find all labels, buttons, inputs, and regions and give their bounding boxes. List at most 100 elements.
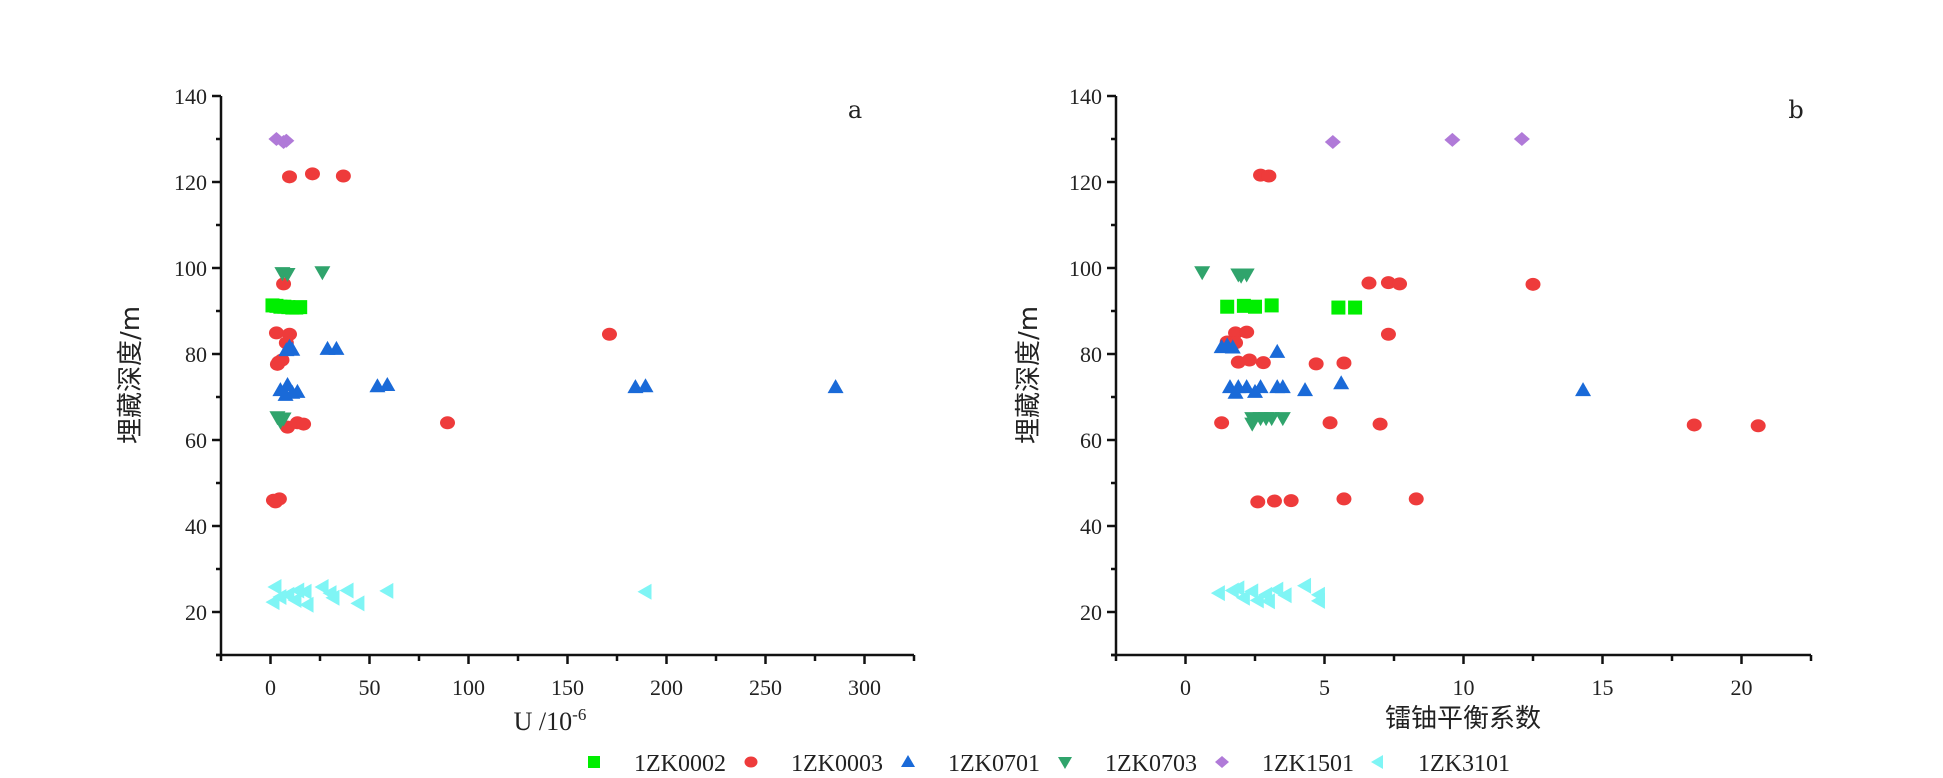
panel-a-x-tick-label: 200 (650, 675, 683, 700)
panel-b-points (1194, 132, 1766, 610)
data-point-1ZK0003 (1380, 276, 1396, 290)
data-point-1ZK3101 (339, 582, 354, 599)
data-point-1ZK0701 (1227, 384, 1244, 399)
legend-item-1ZK0002: 1ZK0002 (588, 751, 726, 777)
panel-a-y-tick-label: 20 (185, 600, 207, 625)
data-point-1ZK0003 (296, 417, 312, 431)
data-point-1ZK0003 (1322, 416, 1338, 430)
panel-b-series-1ZK0003 (1214, 168, 1766, 509)
data-point-1ZK0003 (601, 327, 617, 341)
legend-item-1ZK0703: 1ZK0703 (1058, 751, 1197, 777)
data-point-1ZK3101 (1235, 589, 1250, 606)
panel-b-x-tick-label: 10 (1453, 675, 1475, 700)
panel-b-y-tick-label: 120 (1069, 170, 1102, 195)
data-point-1ZK0003 (1336, 356, 1352, 370)
data-point-1ZK0003 (1361, 276, 1377, 290)
panel-b-y-tick-label: 100 (1069, 256, 1102, 281)
legend-label: 1ZK0701 (948, 751, 1040, 777)
data-point-1ZK0701 (284, 384, 301, 399)
panel-a-x-axis-title: U /10-6 (514, 705, 587, 736)
data-point-1ZK0002 (293, 300, 308, 315)
data-point-1ZK0002 (1348, 300, 1363, 315)
panel-a-y-tick-label: 60 (185, 428, 207, 453)
data-point-1ZK0003 (282, 170, 298, 184)
panel-b-series-1ZK0002 (1220, 298, 1363, 315)
data-point-1ZK0703 (1244, 417, 1261, 432)
data-point-1ZK3101 (297, 583, 312, 600)
data-point-1ZK3101 (272, 588, 287, 605)
data-point-1ZK0701 (637, 378, 654, 393)
legend-marker-triangle-up-icon (901, 755, 915, 767)
data-point-1ZK0003 (1239, 325, 1255, 339)
data-point-1ZK3101 (1297, 577, 1312, 594)
data-point-1ZK3101 (1260, 593, 1275, 610)
legend-label: 1ZK0703 (1105, 751, 1197, 777)
panel-b-x-tick-label: 15 (1592, 675, 1614, 700)
legend-item-1ZK1501: 1ZK1501 (1215, 751, 1354, 777)
data-point-1ZK0003 (1255, 356, 1271, 370)
data-point-1ZK3101 (290, 582, 305, 599)
data-point-1ZK0003 (1266, 494, 1282, 508)
panel-a-y-tick-label: 140 (174, 84, 207, 109)
data-point-1ZK0003 (268, 326, 284, 340)
data-point-1ZK3101 (1269, 581, 1284, 598)
panel-a-series-1ZK0701 (272, 338, 844, 401)
data-point-1ZK0003 (1228, 326, 1244, 340)
data-point-1ZK3101 (267, 579, 282, 596)
data-point-1ZK0002 (1264, 298, 1279, 313)
panel-a-x-tick-label: 150 (551, 675, 584, 700)
data-point-1ZK0003 (1250, 495, 1266, 509)
legend-marker-circle-icon (744, 756, 758, 768)
panel-b-series-1ZK3101 (1210, 577, 1325, 610)
data-point-1ZK0002 (1331, 300, 1346, 315)
data-point-1ZK0003 (1261, 169, 1277, 183)
panel-b-y-tick-label: 40 (1080, 514, 1102, 539)
data-point-1ZK3101 (1249, 592, 1264, 609)
panel-b-y-tick-label: 80 (1080, 342, 1102, 367)
data-point-1ZK3101 (1230, 580, 1245, 597)
data-point-1ZK0701 (1238, 379, 1255, 394)
panel-a-x-axis-title-main: U /10 (514, 707, 573, 736)
panel-a-series-1ZK0703 (269, 266, 331, 430)
legend: 1ZK0002 1ZK0003 1ZK0701 1ZK0703 1ZK1501 1ZK31… (588, 751, 1510, 777)
panel-b-y-tick-label: 140 (1069, 84, 1102, 109)
data-point-1ZK3101 (325, 589, 340, 606)
panel-a-series-1ZK1501 (268, 132, 295, 150)
data-point-1ZK0701 (278, 342, 295, 357)
data-point-1ZK0003 (1308, 357, 1324, 371)
panel-a-series-1ZK0003 (265, 167, 617, 509)
data-point-1ZK0703 (1274, 412, 1291, 427)
data-point-1ZK1501 (278, 133, 295, 148)
data-point-1ZK0703 (1233, 269, 1250, 284)
panel-a-points (265, 132, 844, 613)
data-point-1ZK1501 (1513, 132, 1530, 146)
data-point-1ZK0003 (1336, 492, 1352, 506)
panel-b-x-axis-title: 镭铀平衡系数 (1385, 704, 1541, 734)
panel-b-axes: 20 40 60 80 100 120 140 0 5 10 15 20 (1069, 84, 1813, 700)
panel-a-series-1ZK3101 (265, 579, 652, 613)
data-point-1ZK1501 (1444, 132, 1461, 147)
legend-item-1ZK0003: 1ZK0003 (744, 751, 883, 777)
data-point-1ZK0701 (1224, 339, 1241, 354)
data-point-1ZK0703 (1263, 412, 1280, 427)
data-point-1ZK0701 (1575, 382, 1592, 397)
panel-a-x-tick-label: 300 (848, 675, 881, 700)
legend-label: 1ZK0002 (634, 751, 726, 777)
data-point-1ZK0003 (1214, 416, 1230, 430)
data-point-1ZK3101 (1310, 592, 1325, 609)
data-point-1ZK0003 (1408, 492, 1424, 506)
legend-label: 1ZK1501 (1262, 751, 1354, 777)
data-point-1ZK0003 (1283, 494, 1299, 508)
panel-b-x-tick-label: 5 (1319, 675, 1330, 700)
data-point-1ZK0703 (314, 266, 331, 281)
panel-b-series-1ZK0703 (1194, 266, 1291, 432)
panel-a-series-1ZK0002 (265, 298, 308, 315)
panel-a-x-tick-label: 100 (452, 675, 485, 700)
data-point-1ZK3101 (350, 595, 365, 612)
data-point-1ZK0703 (272, 415, 289, 430)
data-point-1ZK0003 (440, 416, 456, 430)
panel-a-y-tick-label: 80 (185, 342, 207, 367)
data-point-1ZK0701 (1333, 375, 1350, 390)
data-point-1ZK0003 (1686, 418, 1702, 432)
